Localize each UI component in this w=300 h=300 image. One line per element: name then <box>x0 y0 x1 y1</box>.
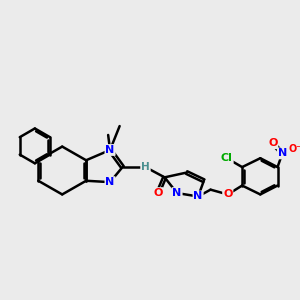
Text: N: N <box>194 191 203 202</box>
Text: H: H <box>141 162 150 172</box>
Text: N: N <box>105 145 115 155</box>
Text: O: O <box>268 138 278 148</box>
Text: Cl: Cl <box>221 153 233 163</box>
Text: N: N <box>172 188 182 198</box>
Text: N: N <box>278 148 287 158</box>
Text: O: O <box>153 188 163 198</box>
Text: N: N <box>105 177 115 187</box>
Text: O⁻: O⁻ <box>288 144 300 154</box>
Text: O: O <box>223 189 232 200</box>
